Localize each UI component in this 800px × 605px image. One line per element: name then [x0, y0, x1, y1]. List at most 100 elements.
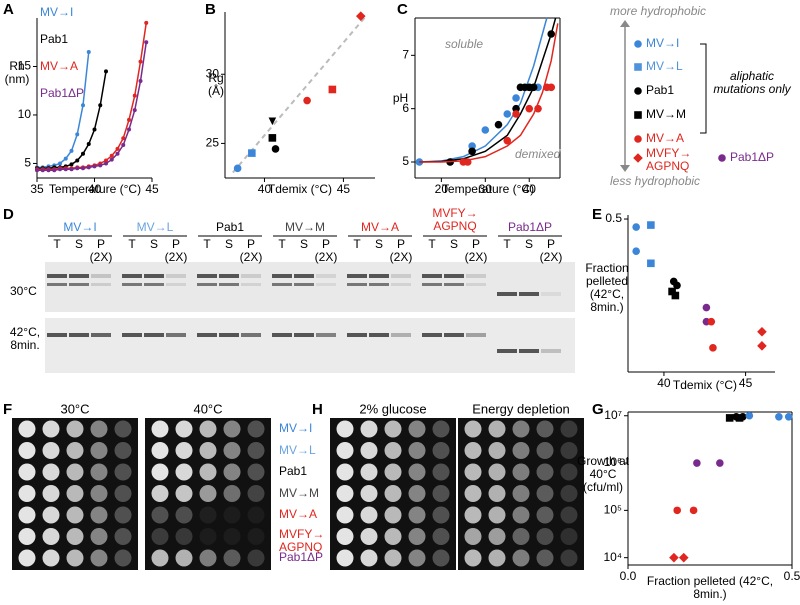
- spot: [512, 420, 530, 438]
- key-note: aliphatic mutations only: [713, 69, 791, 96]
- x-tick-label: 40: [258, 182, 272, 196]
- marker: [669, 552, 679, 563]
- marker: [547, 30, 556, 38]
- band: [444, 274, 464, 278]
- marker: [634, 135, 642, 143]
- lane-label: T: [278, 237, 286, 251]
- marker: [121, 143, 126, 148]
- spot: [336, 485, 354, 502]
- spot: [247, 420, 265, 438]
- marker: [503, 110, 512, 118]
- spot: [336, 528, 354, 545]
- plate-header: 2% glucose: [359, 401, 426, 416]
- spot: [114, 463, 132, 481]
- band: [497, 292, 517, 296]
- marker: [468, 147, 476, 156]
- lane-label: P: [547, 237, 555, 251]
- strain-label: MV→M: [279, 485, 319, 500]
- marker: [132, 108, 137, 113]
- spot: [360, 485, 378, 502]
- marker: [104, 69, 108, 74]
- panel-letter: H: [312, 401, 323, 418]
- y-tick-label: 30: [206, 66, 220, 80]
- marker: [69, 148, 74, 153]
- marker: [463, 158, 472, 166]
- spot: [247, 485, 265, 502]
- spot: [432, 442, 450, 459]
- spot: [114, 420, 132, 438]
- spot: [42, 549, 60, 567]
- spot: [151, 442, 169, 459]
- lane-label: S: [450, 237, 458, 251]
- series-line: [37, 51, 90, 169]
- marker: [109, 153, 114, 158]
- spot: [408, 420, 426, 438]
- key-label: MV→M: [646, 107, 686, 121]
- marker: [115, 146, 120, 151]
- panel-letter: B: [205, 1, 216, 18]
- panel-letter: C: [397, 1, 408, 18]
- x-tick-label: 40: [657, 376, 671, 390]
- spot: [560, 442, 578, 459]
- spot: [536, 463, 554, 481]
- marker: [468, 142, 476, 150]
- spot: [223, 463, 241, 481]
- y-axis-label: pH: [392, 91, 409, 105]
- spot: [360, 463, 378, 481]
- lane-label: S: [300, 237, 308, 251]
- band: [347, 274, 367, 278]
- spot: [464, 506, 482, 524]
- marker: [633, 153, 643, 163]
- marker: [647, 221, 655, 229]
- spot: [464, 420, 482, 438]
- gel-group-label: MV→M: [285, 220, 325, 234]
- marker: [58, 161, 62, 166]
- spot: [223, 420, 241, 438]
- band: [316, 283, 336, 286]
- band: [47, 274, 67, 278]
- band: [69, 283, 89, 286]
- x-tick-label: 30: [479, 182, 493, 196]
- spot: [464, 528, 482, 545]
- marker: [355, 11, 366, 21]
- band: [422, 333, 442, 337]
- plate-header: 30°C: [60, 401, 89, 416]
- spot: [384, 506, 402, 524]
- band: [197, 283, 217, 286]
- spot: [42, 463, 60, 481]
- gel-image: [45, 318, 575, 373]
- marker: [494, 120, 503, 129]
- marker: [634, 87, 642, 95]
- marker: [92, 164, 97, 169]
- spot: [432, 463, 450, 481]
- spot: [175, 506, 193, 524]
- spot: [42, 506, 60, 524]
- lane-label: S: [225, 237, 233, 251]
- spot: [488, 549, 506, 567]
- lane-label: S: [375, 237, 383, 251]
- x-axis-label: Tdemix (°C): [673, 378, 737, 392]
- band: [144, 283, 164, 286]
- strain-label: MV→I: [279, 421, 313, 435]
- spot: [247, 463, 265, 481]
- spot: [512, 442, 530, 459]
- spot: [408, 528, 426, 545]
- lane-label: P: [247, 237, 255, 251]
- key-label: MV→I: [646, 36, 680, 50]
- spot: [114, 528, 132, 545]
- y-tick-label: 10⁵: [604, 503, 622, 517]
- spot: [432, 485, 450, 502]
- band: [47, 333, 67, 337]
- marker: [248, 149, 256, 157]
- marker: [512, 104, 520, 113]
- spot: [536, 485, 554, 502]
- plate-header: Energy depletion: [472, 401, 570, 416]
- y-tick-label: 7: [402, 48, 409, 62]
- y-axis-label: Growth at 40°C (cfu/ml): [576, 454, 630, 494]
- band: [294, 283, 314, 286]
- marker: [678, 552, 689, 563]
- band: [294, 333, 314, 337]
- spot: [90, 506, 108, 524]
- y-tick-label: 5: [402, 154, 409, 168]
- y-tick-label: 10: [18, 107, 32, 121]
